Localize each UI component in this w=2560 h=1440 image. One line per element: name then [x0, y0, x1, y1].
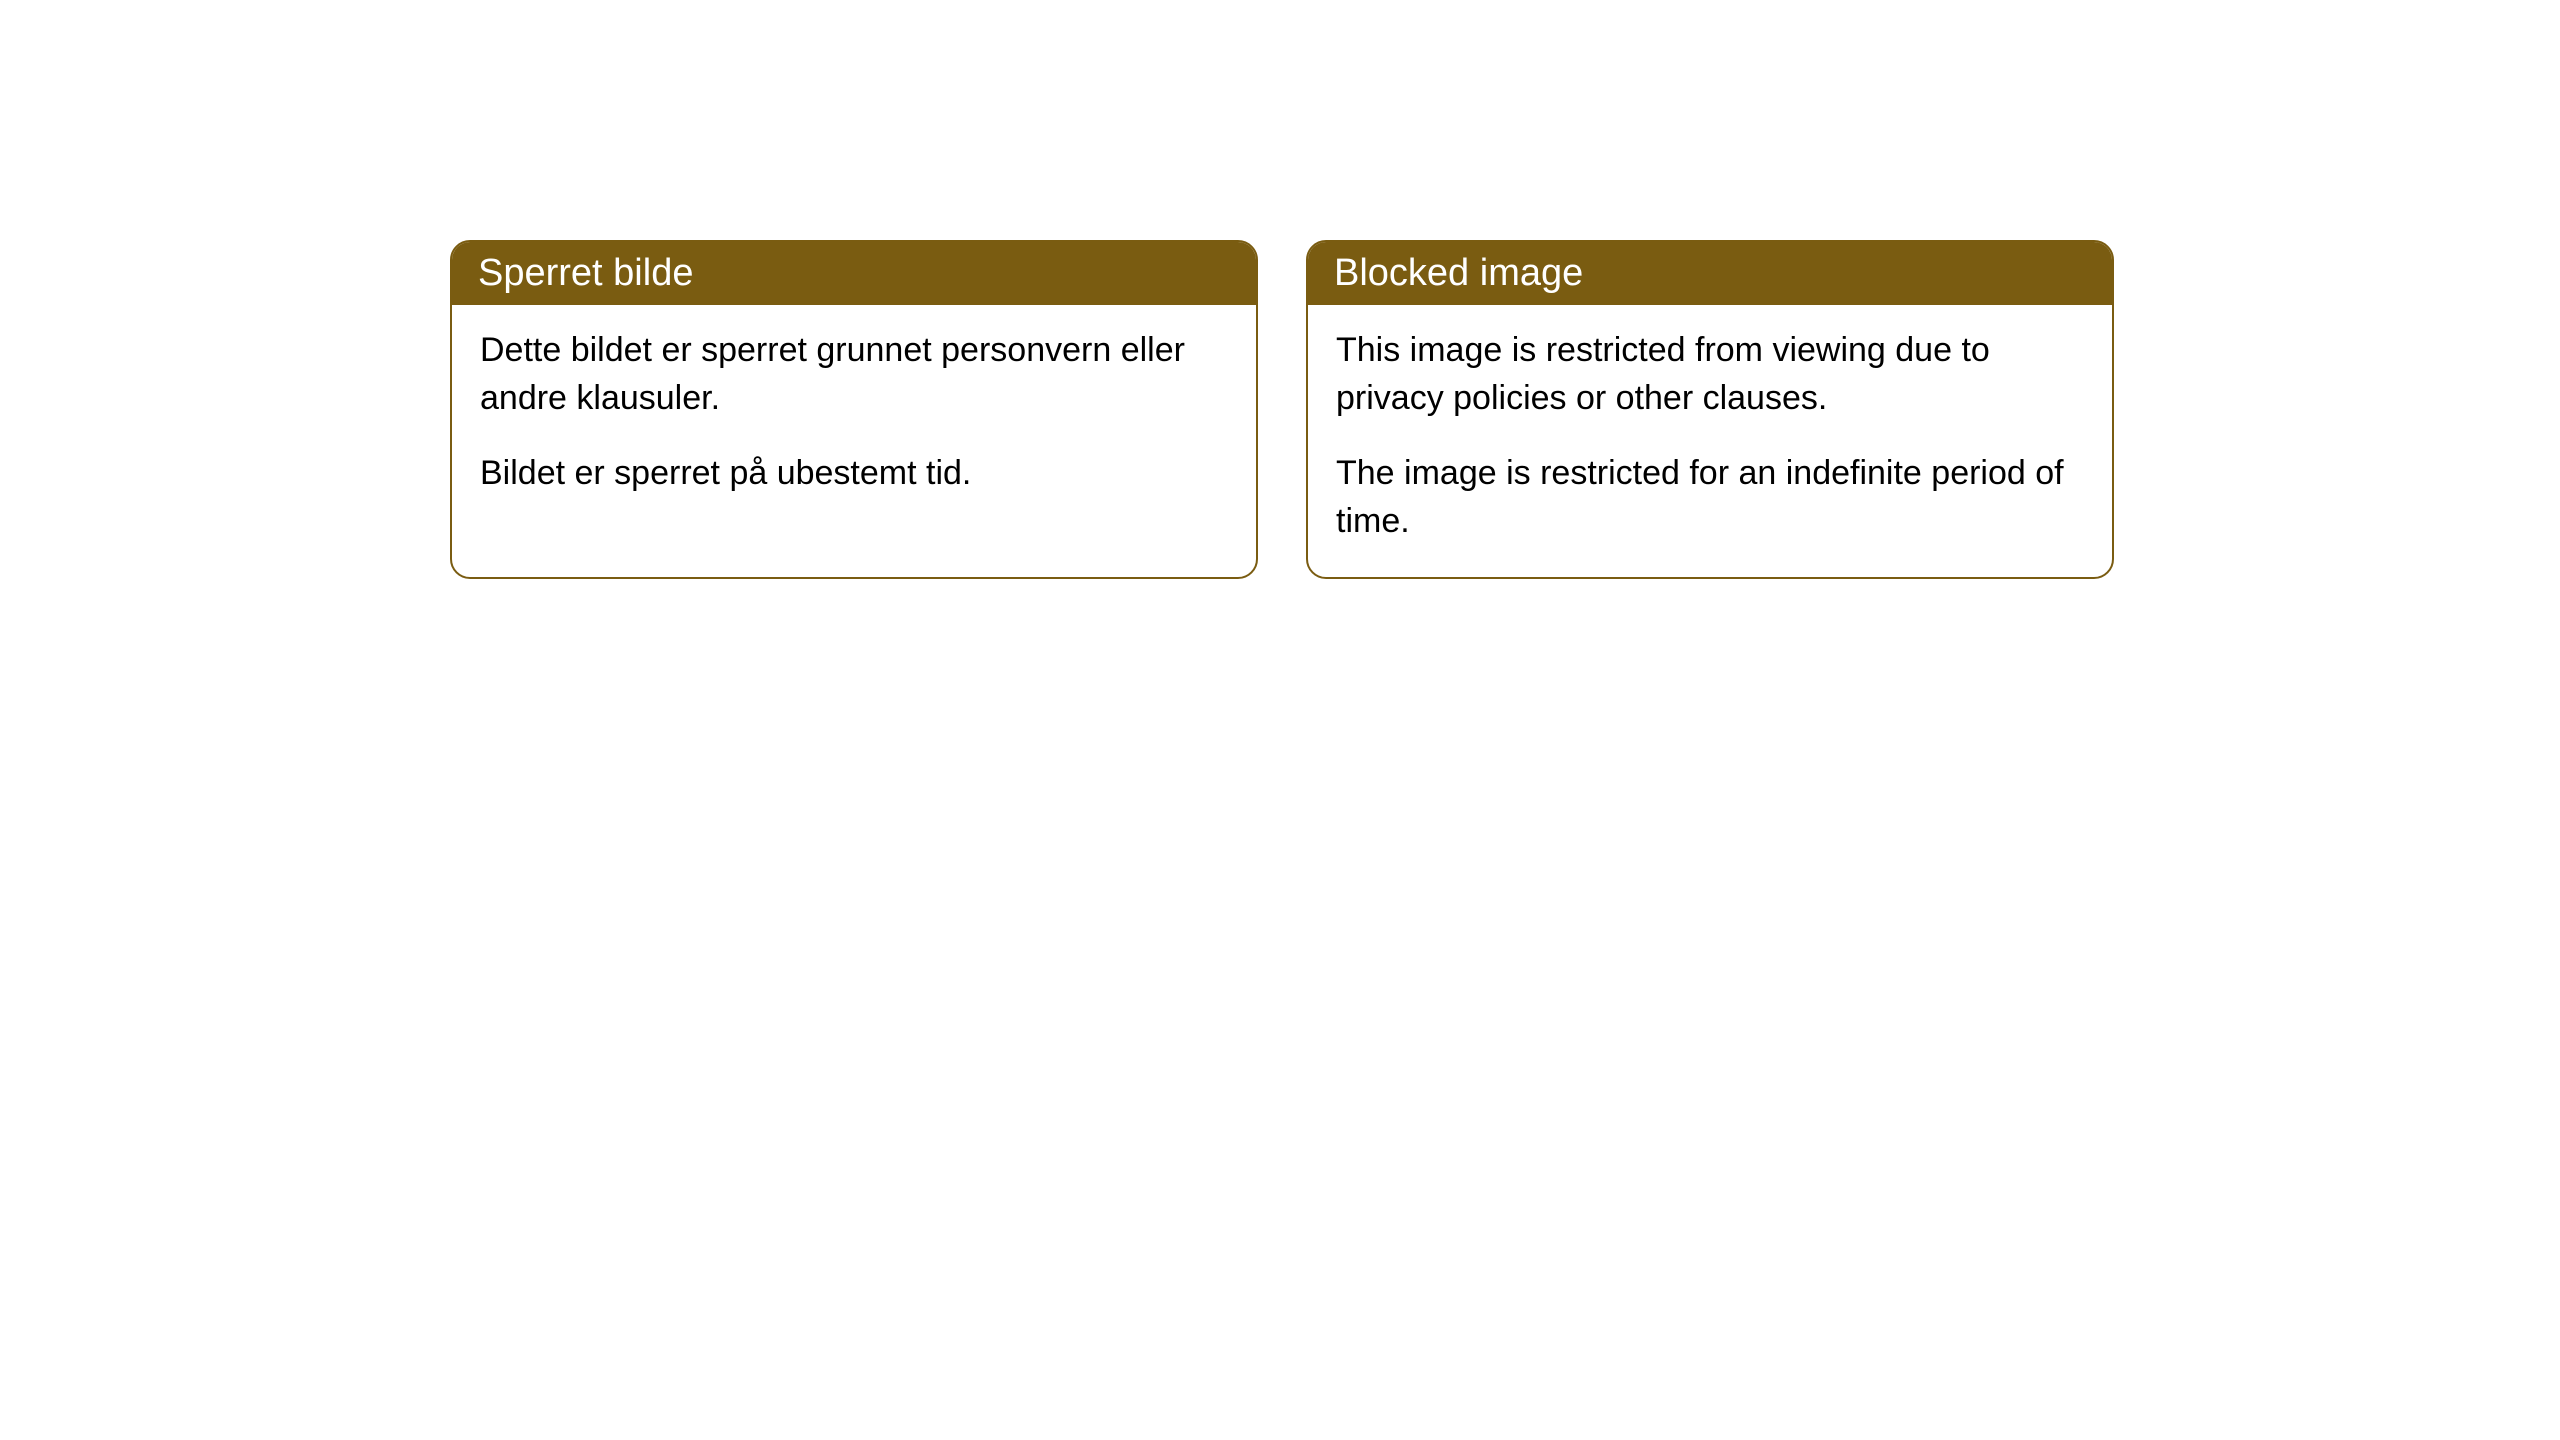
card-body: Dette bildet er sperret grunnet personve… [452, 305, 1256, 530]
notice-text: The image is restricted for an indefinit… [1336, 450, 2084, 545]
blocked-image-notice-card-en: Blocked image This image is restricted f… [1306, 240, 2114, 579]
notice-text: Dette bildet er sperret grunnet personve… [480, 327, 1228, 422]
blocked-image-notice-card-no: Sperret bilde Dette bildet er sperret gr… [450, 240, 1258, 579]
card-header: Sperret bilde [452, 242, 1256, 305]
notice-text: Bildet er sperret på ubestemt tid. [480, 450, 1228, 498]
notice-cards-container: Sperret bilde Dette bildet er sperret gr… [450, 240, 2114, 579]
card-title: Blocked image [1334, 252, 1583, 294]
card-header: Blocked image [1308, 242, 2112, 305]
card-body: This image is restricted from viewing du… [1308, 305, 2112, 577]
notice-text: This image is restricted from viewing du… [1336, 327, 2084, 422]
card-title: Sperret bilde [478, 252, 693, 294]
